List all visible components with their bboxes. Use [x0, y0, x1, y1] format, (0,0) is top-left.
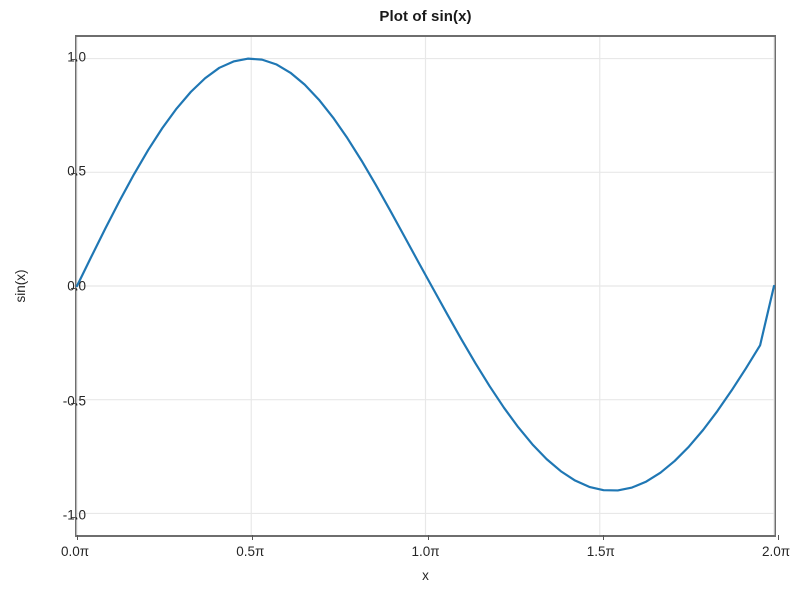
- y-tickmark: [71, 517, 77, 519]
- y-tick-label: -0.5: [62, 393, 86, 409]
- y-tickmark: [71, 173, 77, 175]
- x-tick-label: 2.0π: [761, 544, 791, 559]
- x-tickmark: [77, 535, 78, 540]
- y-tickmark: [71, 402, 77, 404]
- plot-area: [71, 35, 779, 540]
- x-tickmark: [778, 535, 779, 540]
- x-tick-label: 0.5π: [236, 544, 265, 559]
- y-tick-label: 0.5: [67, 163, 86, 179]
- y-tickmark: [71, 288, 77, 289]
- sine-curve-layer: [75, 57, 776, 492]
- y-axis-label: sin(x): [13, 269, 28, 303]
- x-tickmark: [602, 535, 604, 540]
- y-tick-label: 1.0: [67, 49, 86, 65]
- y-tick-label: -1.0: [62, 507, 86, 523]
- x-tick-label: 0.0π: [60, 544, 90, 559]
- y-tick-label: 0.0: [67, 278, 86, 294]
- sine-curve: [75, 57, 776, 492]
- x-axis-label: x: [422, 568, 429, 583]
- x-tick-label: 1.5π: [586, 544, 615, 559]
- x-tickmark: [252, 535, 254, 540]
- x-tick-label: 1.0π: [411, 544, 440, 559]
- x-tickmark: [427, 535, 429, 540]
- chart-title: Plot of sin(x): [379, 8, 472, 25]
- y-tickmark: [71, 58, 77, 60]
